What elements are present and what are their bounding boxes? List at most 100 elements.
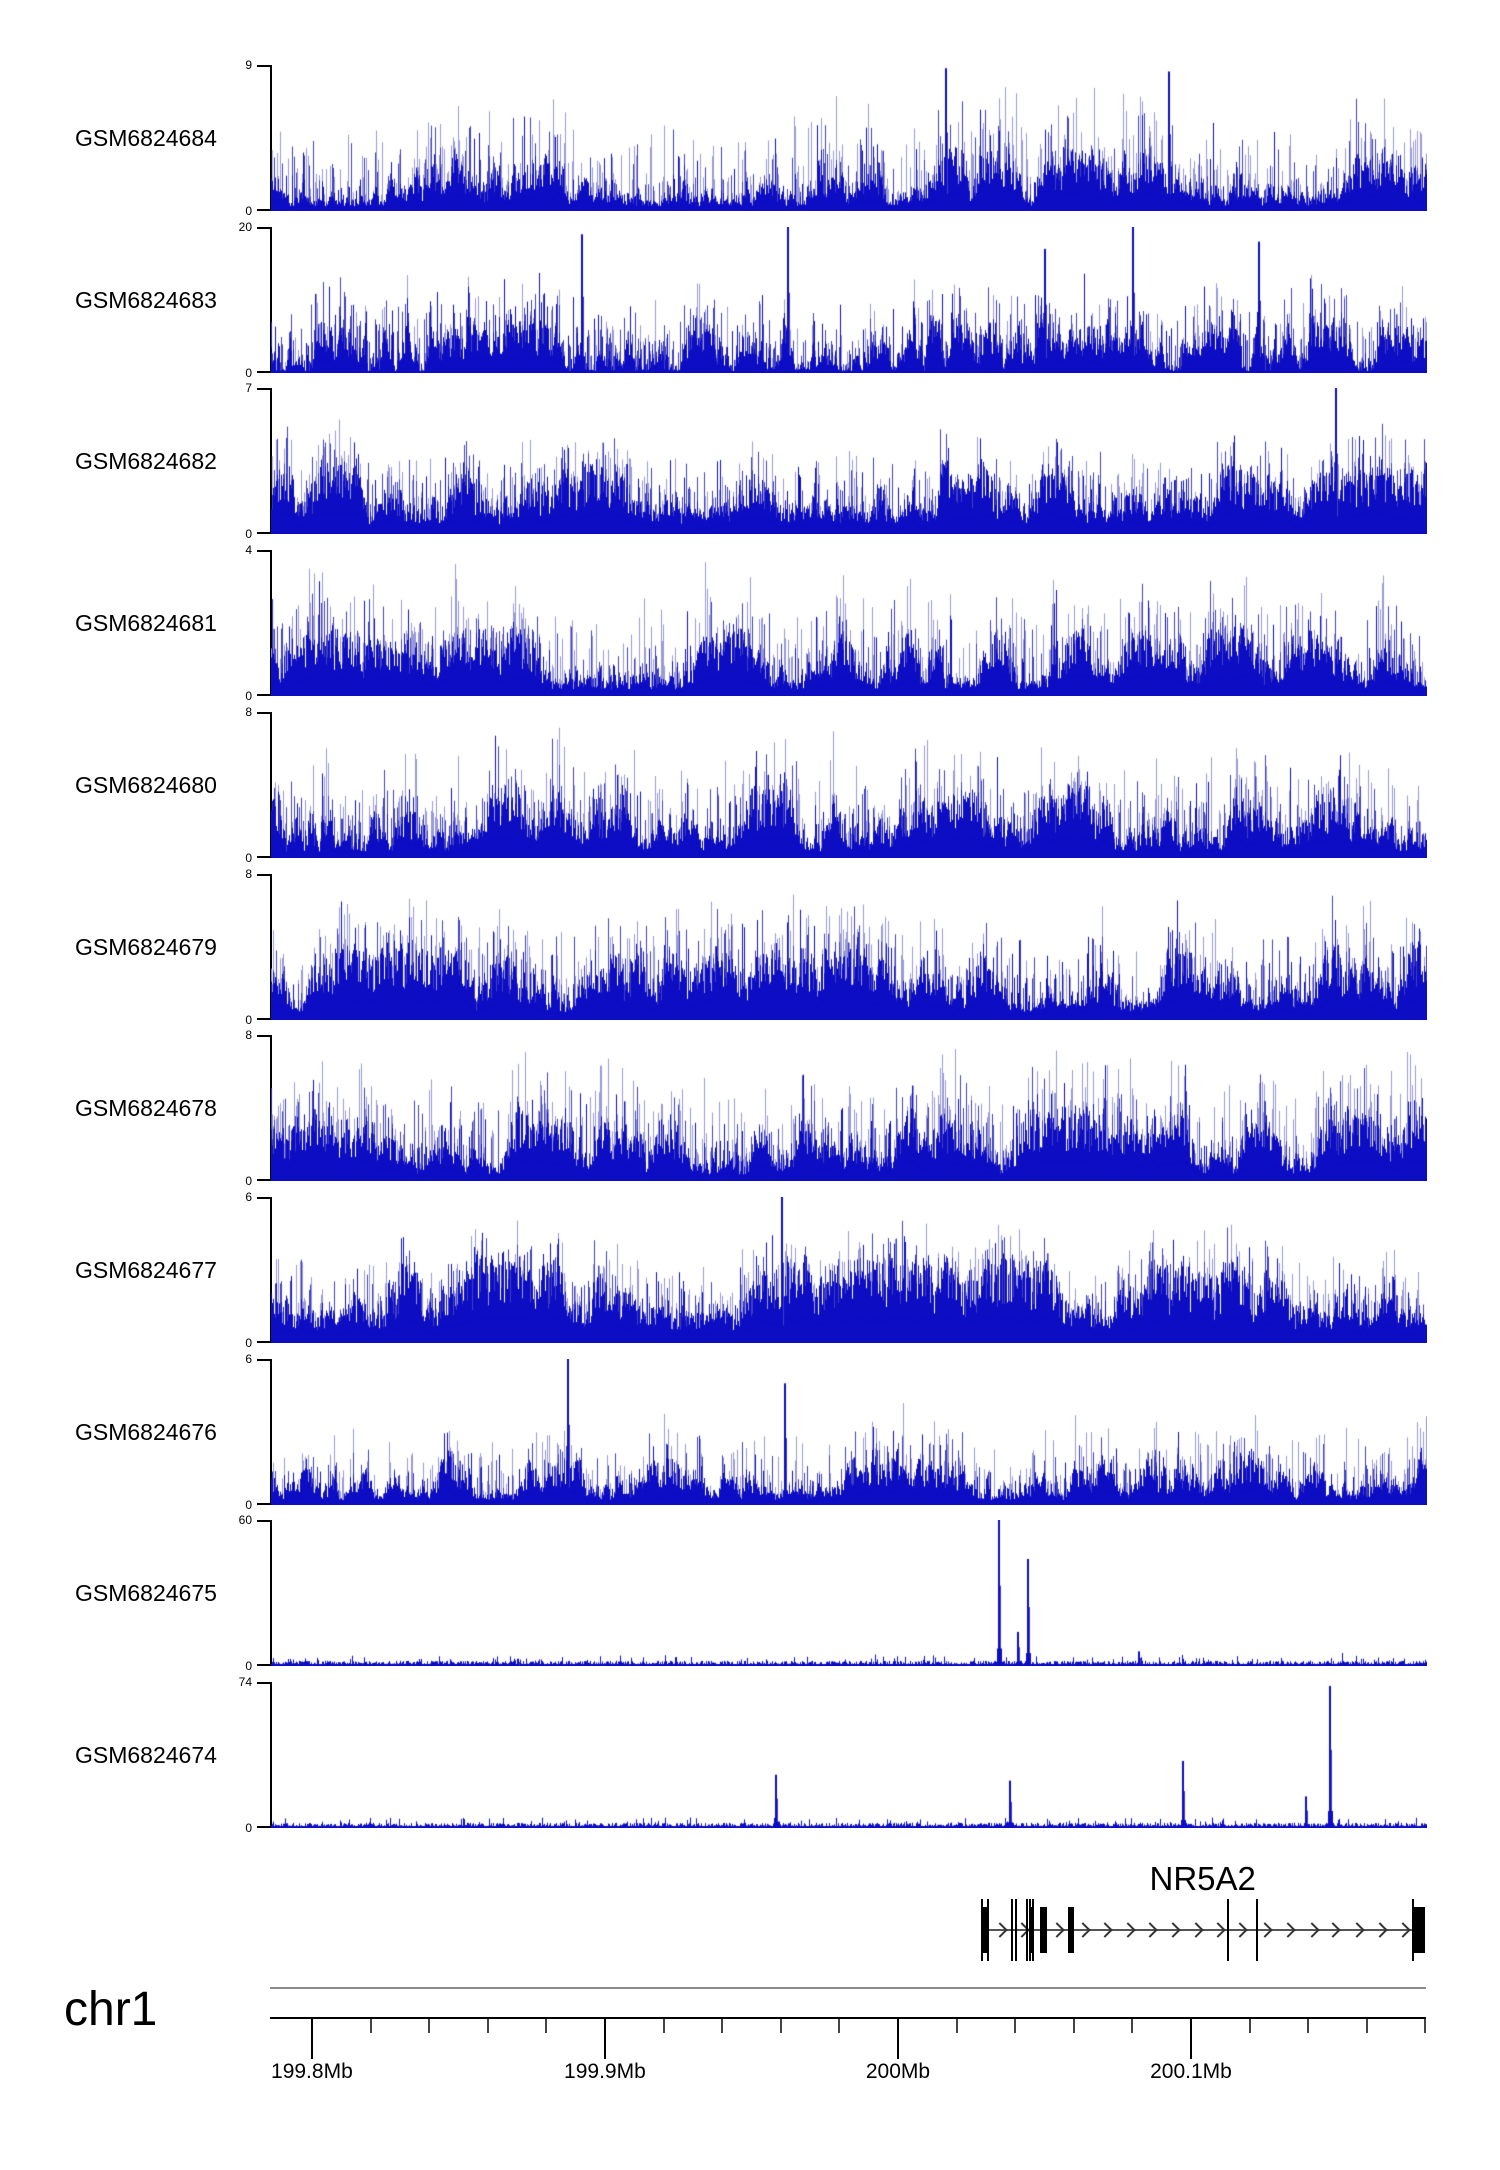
strand-arrow-icon (1304, 1922, 1320, 1938)
y-axis-zero-label: 0 (245, 1013, 252, 1027)
gene-name-label: NR5A2 (1149, 1860, 1256, 1897)
minor-tick (486, 2019, 489, 2033)
y-axis-zero-label: 0 (245, 1659, 252, 1673)
y-axis (254, 1035, 272, 1181)
track-label: GSM6824679 (75, 933, 217, 960)
coverage-signal (271, 550, 1427, 696)
coverage-track-GSM6824674: GSM6824674 74 0 (0, 1675, 1500, 1835)
y-axis (254, 1359, 272, 1505)
minor-tick (955, 2019, 958, 2033)
exon-boundary (1226, 1899, 1229, 1961)
y-axis (254, 712, 272, 858)
y-axis-zero-label: 0 (245, 527, 252, 541)
y-axis-zero-label: 0 (245, 1174, 252, 1188)
strand-arrow-icon (1395, 1922, 1411, 1938)
y-axis-max-label: 20 (238, 220, 252, 234)
y-axis (254, 388, 272, 534)
track-label: GSM6824674 (75, 1741, 217, 1768)
strand-arrow-icon (1075, 1922, 1091, 1938)
minor-tick (428, 2019, 431, 2033)
track-label: GSM6824675 (75, 1579, 217, 1606)
y-axis-zero-label: 0 (245, 204, 252, 218)
coverage-track-GSM6824682: GSM6824682 7 0 (0, 381, 1500, 541)
minor-tick (369, 2019, 372, 2033)
y-axis-max-label: 9 (245, 58, 252, 72)
minor-tick (779, 2019, 782, 2033)
strand-arrow-icon (1188, 1922, 1204, 1938)
strand-arrow-icon (1210, 1922, 1226, 1938)
coverage-signal (271, 1035, 1427, 1181)
exon-boundary (1015, 1899, 1018, 1961)
coverage-track-GSM6824683: GSM6824683 20 0 (0, 220, 1500, 380)
axis-tick-label: 200Mb (865, 2060, 931, 2083)
y-axis (254, 550, 272, 696)
track-label: GSM6824683 (75, 286, 217, 313)
strand-arrow-icon (1165, 1922, 1181, 1938)
exon-block (1028, 1907, 1034, 1953)
y-axis-zero-label: 0 (245, 1336, 252, 1350)
coverage-track-GSM6824677: GSM6824677 6 0 (0, 1190, 1500, 1350)
coverage-signal (271, 712, 1427, 858)
track-label: GSM6824681 (75, 609, 217, 636)
strand-arrow-icon (1120, 1922, 1136, 1938)
strand-arrow-icon (992, 1922, 1008, 1938)
strand-arrow-icon (1097, 1922, 1113, 1938)
coverage-signal (271, 874, 1427, 1020)
track-label: GSM6824682 (75, 447, 217, 474)
minor-tick (721, 2019, 724, 2033)
minor-tick (1014, 2019, 1017, 2033)
y-axis (254, 65, 272, 211)
coverage-track-GSM6824676: GSM6824676 6 0 (0, 1352, 1500, 1512)
y-axis (254, 227, 272, 373)
y-axis-max-label: 6 (245, 1352, 252, 1366)
strand-arrow-icon (1349, 1922, 1365, 1938)
coverage-track-GSM6824679: GSM6824679 8 0 (0, 867, 1500, 1027)
coverage-signal (271, 1520, 1427, 1666)
exon-boundary (981, 1899, 984, 1961)
minor-tick (1365, 2019, 1368, 2033)
y-axis-max-label: 8 (245, 867, 252, 881)
major-tick (1189, 2019, 1192, 2059)
coverage-track-GSM6824678: GSM6824678 8 0 (0, 1028, 1500, 1188)
coverage-track-GSM6824681: GSM6824681 4 0 (0, 543, 1500, 703)
exon-block (1413, 1907, 1426, 1953)
y-axis (254, 1197, 272, 1343)
axis-tick-label: 200.1Mb (1150, 2060, 1232, 2083)
minor-tick (545, 2019, 548, 2033)
coverage-signal (271, 1682, 1427, 1828)
coverage-track-GSM6824684: GSM6824684 9 0 (0, 58, 1500, 218)
y-axis (254, 1520, 272, 1666)
strand-arrow-icon (1280, 1922, 1296, 1938)
track-label: GSM6824684 (75, 124, 217, 151)
y-axis-zero-label: 0 (245, 1498, 252, 1512)
exon-block (982, 1907, 989, 1953)
y-axis-zero-label: 0 (245, 1821, 252, 1835)
axis-tick-label: 199.8Mb (271, 2060, 353, 2083)
major-tick (896, 2019, 899, 2059)
coverage-track-GSM6824675: GSM6824675 60 0 (0, 1513, 1500, 1673)
coverage-track-GSM6824680: GSM6824680 8 0 (0, 705, 1500, 865)
y-axis-max-label: 8 (245, 705, 252, 719)
coverage-signal (271, 1197, 1427, 1343)
track-label: GSM6824677 (75, 1256, 217, 1283)
strand-arrow-icon (1049, 1922, 1065, 1938)
genomic-axis-line (270, 2017, 1426, 2019)
track-label: GSM6824680 (75, 771, 217, 798)
y-axis-zero-label: 0 (245, 851, 252, 865)
minor-tick (1307, 2019, 1310, 2033)
minor-tick (1131, 2019, 1134, 2033)
strand-arrow-icon (1257, 1922, 1273, 1938)
minor-tick (838, 2019, 841, 2033)
chromosome-label: chr1 (64, 1983, 158, 2036)
major-tick (603, 2019, 606, 2059)
strand-arrow-icon (1232, 1922, 1248, 1938)
strand-arrow-icon (1142, 1922, 1158, 1938)
coverage-signal (271, 227, 1427, 373)
coverage-signal (271, 1359, 1427, 1505)
ideogram-baseline (270, 1987, 1426, 1989)
y-axis (254, 874, 272, 1020)
strand-arrow-icon (1325, 1922, 1341, 1938)
exon-block (1067, 1907, 1075, 1953)
exon-block (1039, 1907, 1048, 1953)
